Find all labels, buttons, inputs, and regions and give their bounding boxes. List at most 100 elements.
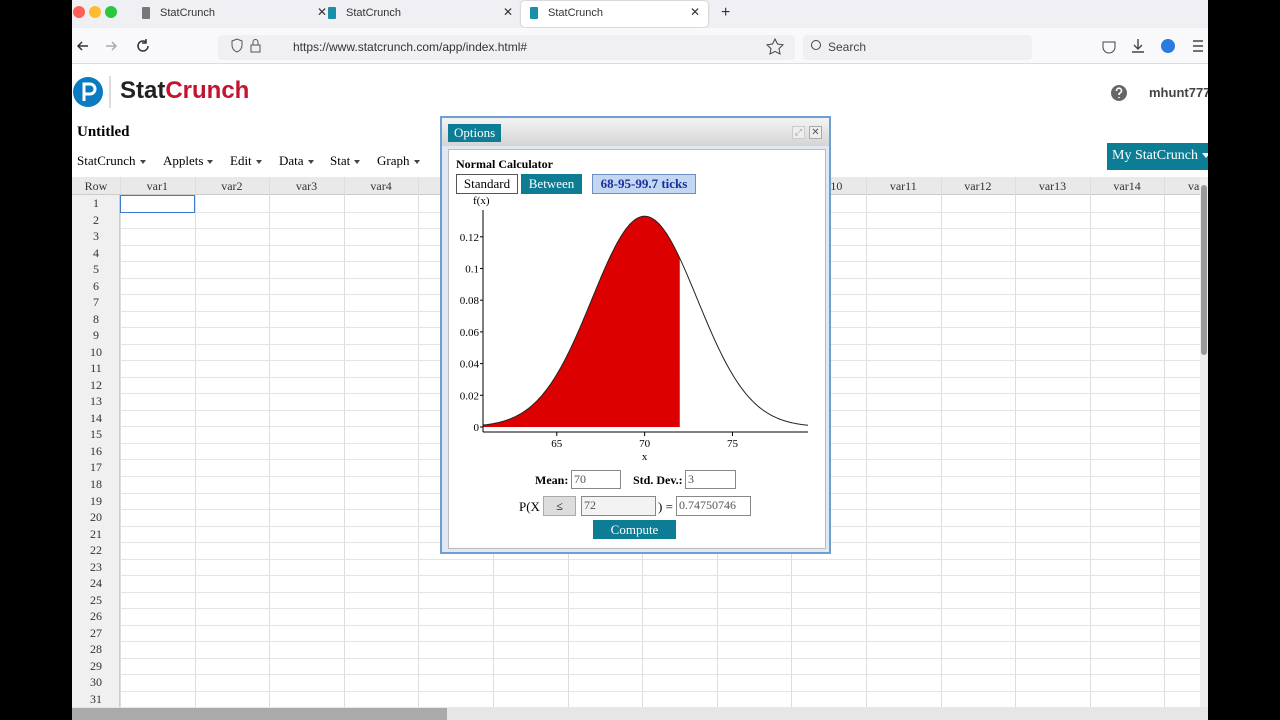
row-number[interactable]: 6: [93, 278, 99, 293]
row-number[interactable]: 19: [90, 493, 102, 508]
normal-curve-plot: 0 0.02 0.04 0.06 0.08 0.1 0.12 65 70 75 f(x) x: [460, 195, 809, 463]
row-number[interactable]: 12: [90, 377, 102, 392]
vertical-scroll-thumb[interactable]: [1201, 185, 1207, 355]
standard-tab[interactable]: Standard: [456, 174, 518, 194]
tab-close[interactable]: ✕: [317, 5, 328, 19]
account-icon[interactable]: [1161, 39, 1175, 53]
row-number[interactable]: 25: [90, 592, 102, 607]
user-name[interactable]: mhunt777: [1149, 85, 1208, 100]
close-window[interactable]: [73, 6, 85, 18]
row-number[interactable]: 13: [90, 394, 102, 409]
row-number[interactable]: 28: [90, 642, 102, 657]
row-number[interactable]: 20: [90, 510, 102, 525]
between-tab[interactable]: Between: [521, 174, 582, 194]
row-number[interactable]: 10: [90, 344, 102, 359]
search-placeholder[interactable]: Search: [828, 40, 867, 54]
pearson-p: [82, 82, 97, 101]
menu-item[interactable]: Applets: [163, 153, 213, 169]
row-number[interactable]: 27: [90, 625, 102, 640]
column-header[interactable]: var12: [964, 179, 992, 193]
dialog-titlebar: [442, 118, 829, 146]
tab-title[interactable]: StatCrunch: [160, 7, 216, 19]
vertical-scrollbar[interactable]: [1200, 177, 1208, 707]
search-icon: [811, 40, 821, 50]
row-number[interactable]: 1: [93, 196, 99, 210]
ticks-button[interactable]: 68-95-99.7 ticks: [592, 174, 696, 194]
menu-item[interactable]: Data: [279, 153, 314, 169]
horizontal-scroll-thumb[interactable]: [72, 708, 447, 720]
url-text[interactable]: https://www.statcrunch.com/app/index.htm…: [293, 40, 528, 54]
tab-close[interactable]: ✕: [690, 5, 701, 19]
column-header[interactable]: var2: [221, 179, 243, 193]
tab-close[interactable]: ✕: [503, 5, 514, 19]
x-value-input[interactable]: 72: [581, 496, 656, 516]
row-number[interactable]: 18: [90, 477, 102, 491]
column-header[interactable]: var1: [146, 179, 168, 193]
row-number[interactable]: 23: [90, 559, 102, 574]
row-number[interactable]: 2: [93, 212, 99, 227]
selected-cell[interactable]: [120, 195, 195, 213]
pocket-icon[interactable]: [1102, 41, 1116, 54]
menu-item[interactable]: Graph: [377, 153, 420, 169]
downloads-icon[interactable]: [1132, 39, 1144, 53]
maximize-button[interactable]: ⤢: [792, 126, 805, 139]
row-number[interactable]: 11: [90, 361, 102, 376]
row-number[interactable]: 3: [93, 229, 99, 244]
row-number[interactable]: 29: [90, 658, 102, 673]
pearson-logo: [73, 77, 103, 107]
new-tab-button[interactable]: +: [721, 4, 731, 21]
app-header-icons: [73, 76, 1127, 108]
search-bar[interactable]: [803, 35, 1032, 60]
document-title: Untitled: [77, 124, 130, 140]
y-tick-label: 0: [474, 422, 480, 434]
menu-item[interactable]: Edit: [230, 153, 262, 169]
prob-equals: ) =: [658, 499, 673, 514]
bookmark-star[interactable]: [765, 37, 785, 55]
row-number[interactable]: 30: [90, 675, 102, 690]
reload-button[interactable]: [137, 39, 149, 52]
column-header[interactable]: var14: [1113, 179, 1141, 193]
menu-item[interactable]: StatCrunch: [77, 153, 146, 169]
y-tick-label: 0.12: [460, 232, 479, 244]
column-header[interactable]: var4: [370, 179, 392, 193]
row-number[interactable]: 8: [93, 311, 99, 326]
tab-icon: [142, 7, 150, 19]
row-number[interactable]: 9: [93, 328, 99, 343]
mean-input[interactable]: 70: [571, 470, 621, 489]
tab-title[interactable]: StatCrunch: [548, 7, 604, 19]
forward-button[interactable]: [106, 41, 118, 51]
my-statcrunch-label: My StatCrunch: [1112, 148, 1198, 163]
row-number[interactable]: 4: [93, 245, 99, 260]
column-header[interactable]: var13: [1038, 179, 1067, 193]
tab-icon: [530, 7, 538, 19]
compute-button[interactable]: Compute: [593, 520, 676, 539]
options-menu-button[interactable]: Options: [448, 124, 502, 142]
operator-select[interactable]: ≤: [543, 496, 576, 516]
url-bar[interactable]: [218, 35, 795, 60]
row-header-label: Row: [84, 179, 108, 193]
tab-title[interactable]: StatCrunch: [346, 7, 402, 19]
zoom-window[interactable]: [105, 6, 117, 18]
row-number[interactable]: 17: [90, 460, 102, 475]
row-number[interactable]: 14: [90, 410, 102, 425]
row-number[interactable]: 21: [90, 526, 102, 541]
back-button[interactable]: [76, 41, 88, 51]
row-number[interactable]: 5: [93, 262, 99, 277]
row-number[interactable]: 15: [90, 427, 102, 442]
y-tick-label: 0.06: [460, 327, 480, 339]
sd-input[interactable]: 3: [685, 470, 736, 489]
menu-item[interactable]: Stat: [330, 153, 360, 169]
minimize-window[interactable]: [89, 6, 101, 18]
row-number[interactable]: 31: [90, 691, 102, 706]
row-number[interactable]: 24: [90, 576, 102, 591]
active-tab[interactable]: [521, 1, 708, 27]
row-number[interactable]: 26: [90, 609, 102, 624]
column-header[interactable]: var11: [889, 179, 917, 193]
close-dialog-button[interactable]: ✕: [809, 126, 822, 139]
menu-icon[interactable]: [1193, 40, 1203, 52]
row-number[interactable]: 16: [90, 443, 102, 458]
column-header[interactable]: var3: [295, 179, 318, 193]
row-number[interactable]: 7: [93, 295, 99, 310]
row-number[interactable]: 22: [90, 543, 102, 558]
my-statcrunch-button[interactable]: My StatCrunch: [1107, 143, 1208, 170]
